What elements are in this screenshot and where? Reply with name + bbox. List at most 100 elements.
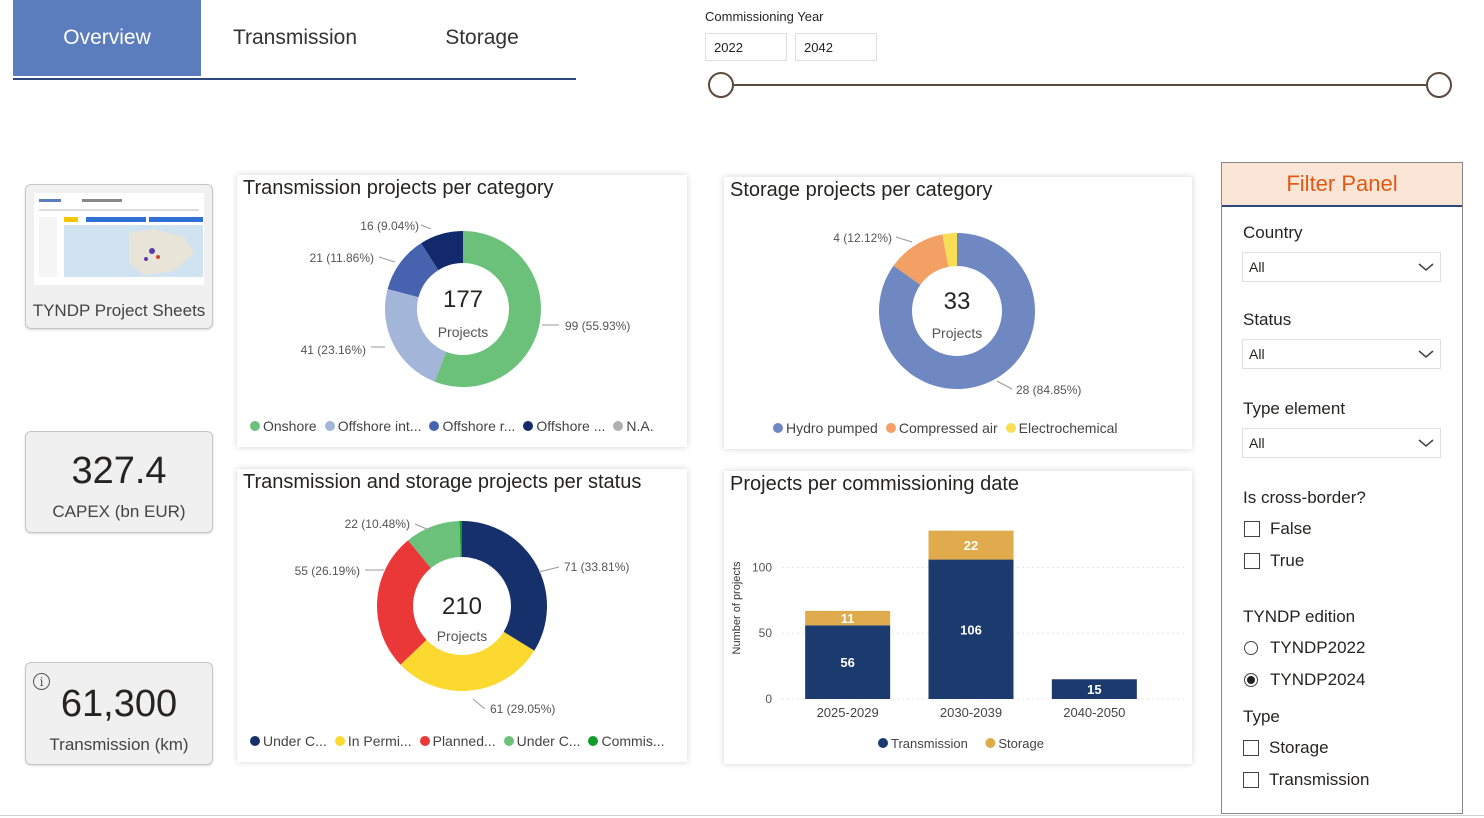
bar-data-label: 15 xyxy=(1087,682,1101,697)
donut-slice-hydro-pumped[interactable] xyxy=(879,233,1035,389)
radio-button[interactable] xyxy=(1244,641,1258,655)
donut-slice-offshore-interconnector[interactable] xyxy=(385,289,447,382)
type-element-value: All xyxy=(1249,435,1265,451)
y-tick-label: 100 xyxy=(752,560,772,574)
storage-category-legend: Hydro pumped Compressed air Electrochemi… xyxy=(773,420,1125,436)
commissioning-bar-chart[interactable]: 0 50 100 Number of projects 56 11 2025-2029 106… xyxy=(724,471,1192,764)
legend-item[interactable]: Offshore r... xyxy=(429,418,515,434)
filter-panel: Filter Panel Country All Status All Type… xyxy=(1221,162,1463,814)
tab-overview[interactable]: Overview xyxy=(13,0,201,76)
donut-center-value: 177 xyxy=(443,286,483,313)
cross-border-false-option[interactable]: False xyxy=(1244,519,1312,539)
type-element-dropdown[interactable]: All xyxy=(1242,428,1441,458)
legend-item[interactable]: N.A. xyxy=(613,418,654,434)
bar-storage-2025-2029[interactable] xyxy=(805,610,891,626)
donut-slice-offshore-radial[interactable] xyxy=(387,243,439,298)
option-label: True xyxy=(1270,551,1305,570)
bar-transmission-2025-2029[interactable] xyxy=(805,625,891,699)
page-bottom-divider xyxy=(0,815,1484,816)
cross-border-true-option[interactable]: True xyxy=(1244,551,1304,571)
checkbox[interactable] xyxy=(1243,740,1259,756)
donut-slice-under-construction[interactable] xyxy=(408,521,461,569)
transmission-category-visual[interactable]: Transmission projects per category 99 (5… xyxy=(237,175,687,447)
type-label: Type xyxy=(1243,707,1280,726)
bar-transmission-2040-2050[interactable] xyxy=(1051,679,1137,699)
storage-category-visual[interactable]: Storage projects per category 28 (84.85%… xyxy=(724,177,1192,449)
legend-item[interactable]: Planned... xyxy=(419,733,496,749)
bar-transmission-2030-2039[interactable] xyxy=(928,559,1014,699)
year-to-input[interactable]: 2042 xyxy=(795,33,877,61)
capex-card: 327.4 CAPEX (bn EUR) xyxy=(25,431,213,533)
donut-slice-in-permitting[interactable] xyxy=(400,631,535,691)
legend-item[interactable]: Hydro pumped xyxy=(773,420,878,436)
type-storage-option[interactable]: Storage xyxy=(1243,738,1329,758)
leader-line xyxy=(996,380,1013,390)
legend-item[interactable]: Under C... xyxy=(250,733,327,749)
y-axis-title: Number of projects xyxy=(731,561,743,654)
donut-slice-under-consideration[interactable] xyxy=(462,521,547,651)
bar-data-label: 56 xyxy=(840,655,854,670)
commissioning-date-visual[interactable]: Projects per commissioning date 0 50 100 Nu… xyxy=(724,471,1192,764)
type-element-label: Type element xyxy=(1243,399,1346,418)
project-sheets-link[interactable]: TYNDP Project Sheets xyxy=(25,184,213,329)
year-slider-end-handle[interactable] xyxy=(1426,72,1452,98)
donut-center-label: Projects xyxy=(437,628,488,644)
edition-2022-option[interactable]: TYNDP2022 xyxy=(1244,638,1365,658)
country-dropdown[interactable]: All xyxy=(1242,252,1441,282)
legend-item[interactable]: Electrochemical xyxy=(1005,420,1118,436)
legend-item[interactable]: In Permi... xyxy=(334,733,412,749)
transmission-km-value: 61,300 xyxy=(60,683,178,725)
year-slider-start-handle[interactable] xyxy=(708,72,734,98)
checkbox[interactable] xyxy=(1244,521,1260,537)
slice-label: 99 (55.93%) xyxy=(565,319,630,333)
leader-line xyxy=(414,523,430,531)
option-label: TYNDP2024 xyxy=(1270,670,1366,689)
leader-line xyxy=(378,256,396,263)
donut-slice-onshore[interactable] xyxy=(434,231,541,387)
legend-label: Offshore int... xyxy=(337,418,422,434)
type-transmission-option[interactable]: Transmission xyxy=(1243,770,1369,790)
donut-slice-compressed-air[interactable] xyxy=(893,234,949,285)
legend-item[interactable]: Offshore int... xyxy=(324,418,422,434)
slice-label: 16 (9.04%) xyxy=(360,219,419,233)
year-slider-track[interactable] xyxy=(721,84,1439,86)
donut-slice-commissioned[interactable] xyxy=(459,521,462,558)
donut-slice-planned[interactable] xyxy=(377,540,431,665)
status-donut[interactable]: 71 (33.81%) 61 (29.05%) 55 (26.19%) 22 (… xyxy=(237,469,687,731)
y-tick-label: 0 xyxy=(765,692,772,706)
bar-storage-2030-2039[interactable] xyxy=(928,530,1014,560)
edition-2024-option[interactable]: TYNDP2024 xyxy=(1244,670,1365,690)
legend-dot xyxy=(985,738,996,748)
filter-panel-title: Filter Panel xyxy=(1222,163,1462,207)
leader-line xyxy=(538,566,560,573)
legend-item[interactable]: Compressed air xyxy=(885,420,998,436)
chevron-down-icon xyxy=(1418,439,1434,447)
donut-center-value: 210 xyxy=(442,593,482,620)
legend-label[interactable]: Transmission xyxy=(891,736,968,751)
leader-line xyxy=(420,224,432,230)
tab-transmission[interactable]: Transmission xyxy=(232,26,358,49)
transmission-category-donut[interactable]: 99 (55.93%) 41 (23.16%) 21 (11.86%) 16 (… xyxy=(237,175,687,415)
donut-slice-offshore-hybrid[interactable] xyxy=(421,231,463,271)
donut-slice-electrochemical[interactable] xyxy=(942,233,957,267)
legend-item[interactable]: Offshore ... xyxy=(523,418,605,434)
legend-label: Electrochemical xyxy=(1018,420,1118,436)
x-tick-label: 2025-2029 xyxy=(817,705,879,720)
slice-label: 55 (26.19%) xyxy=(295,564,360,578)
legend-label[interactable]: Storage xyxy=(998,736,1044,751)
tab-storage[interactable]: Storage xyxy=(445,26,519,49)
status-visual[interactable]: Transmission and storage projects per st… xyxy=(237,469,687,762)
status-dropdown[interactable]: All xyxy=(1242,339,1441,369)
option-label: Storage xyxy=(1269,738,1329,757)
legend-item[interactable]: Commis... xyxy=(588,733,664,749)
slice-label: 28 (84.85%) xyxy=(1016,383,1081,397)
checkbox[interactable] xyxy=(1244,553,1260,569)
year-from-input[interactable]: 2022 xyxy=(705,33,787,61)
page-tabs: Overview Transmission Storage xyxy=(13,0,576,80)
legend-item[interactable]: Under C... xyxy=(503,733,580,749)
checkbox[interactable] xyxy=(1243,772,1259,788)
legend-item[interactable]: Onshore xyxy=(250,418,317,434)
radio-button-selected[interactable] xyxy=(1244,673,1258,687)
storage-category-donut[interactable]: 28 (84.85%) 4 (12.12%) 33 Projects xyxy=(724,177,1192,417)
info-icon[interactable]: i xyxy=(33,673,50,690)
